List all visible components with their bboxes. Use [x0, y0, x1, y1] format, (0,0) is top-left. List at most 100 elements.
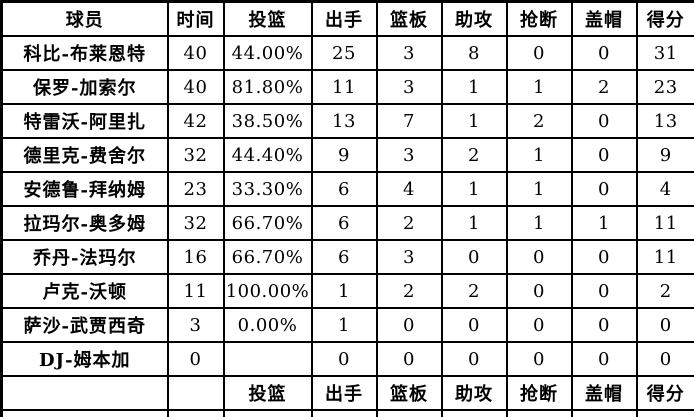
stat-blocks: 0	[570, 35, 638, 71]
stat-steals: 1	[505, 171, 573, 207]
header-rebounds: 篮板	[375, 0, 443, 37]
stat-fg-pct: 66.70%	[222, 239, 313, 275]
stat-assists: 2	[440, 137, 508, 173]
total-points: 104	[635, 409, 694, 417]
stat-minutes: 40	[166, 35, 225, 71]
stat-fg-pct: 44.40%	[222, 137, 313, 173]
stat-blocks: 0	[570, 137, 638, 173]
header-blocks: 盖帽	[570, 0, 638, 37]
stat-steals: 2	[505, 103, 573, 139]
stat-assists: 1	[440, 103, 508, 139]
stat-steals: 0	[505, 239, 573, 275]
table-row: DJ-姆本加 0 0 0 0 0 0 0	[0, 341, 694, 377]
footer-label-steals: 抢断	[505, 375, 573, 411]
header-fg-pct: 投篮	[222, 0, 313, 37]
stat-fg-pct: 44.00%	[222, 35, 313, 71]
stat-rebounds: 2	[375, 205, 443, 241]
stat-points: 11	[635, 205, 694, 241]
stat-fg-pct: 38.50%	[222, 103, 313, 139]
table-row: 科比-布莱恩特 40 44.00% 25 3 8 0 0 31	[0, 35, 694, 71]
stat-minutes: 32	[166, 137, 225, 173]
header-points: 得分	[635, 0, 694, 37]
header-steals: 抢断	[505, 0, 573, 37]
stat-rebounds: 7	[375, 103, 443, 139]
stat-points: 23	[635, 69, 694, 105]
stat-assists: 1	[440, 171, 508, 207]
total-assists: 16	[440, 409, 508, 417]
stat-steals: 0	[505, 307, 573, 343]
table-row: 乔丹-法玛尔 16 66.70% 6 3 0 0 0 11	[0, 239, 694, 275]
total-steals: 6	[505, 409, 573, 417]
header-player: 球员	[0, 0, 169, 37]
stat-rebounds: 2	[375, 273, 443, 309]
player-name: DJ-姆本加	[0, 341, 169, 377]
player-name: 乔丹-法玛尔	[0, 239, 169, 275]
stat-fga: 11	[310, 69, 378, 105]
stat-steals: 1	[505, 137, 573, 173]
stat-points: 0	[635, 341, 694, 377]
stat-fg-pct: 100.00%	[222, 273, 313, 309]
stat-fga: 0	[310, 341, 378, 377]
stat-points: 0	[635, 307, 694, 343]
footer-label-points: 得分	[635, 375, 694, 411]
footer-label-fga: 出手	[310, 375, 378, 411]
stat-minutes: 16	[166, 239, 225, 275]
stat-fg-pct: 81.80%	[222, 69, 313, 105]
stat-points: 4	[635, 171, 694, 207]
stat-points: 13	[635, 103, 694, 139]
stat-fga: 1	[310, 273, 378, 309]
footer-label-assists: 助攻	[440, 375, 508, 411]
footer-label-rebounds: 篮板	[375, 375, 443, 411]
stat-fga: 9	[310, 137, 378, 173]
player-name: 拉玛尔-奥多姆	[0, 205, 169, 241]
total-blocks: 3	[570, 409, 638, 417]
stat-fg-pct: 33.30%	[222, 171, 313, 207]
stat-rebounds: 3	[375, 239, 443, 275]
stat-rebounds: 4	[375, 171, 443, 207]
stat-assists: 8	[440, 35, 508, 71]
total-fg-pct: 51.30%	[222, 409, 313, 417]
totals-blank-cell	[166, 409, 225, 417]
stat-points: 11	[635, 239, 694, 275]
stat-fga: 1	[310, 307, 378, 343]
player-name: 科比-布莱恩特	[0, 35, 169, 71]
stat-rebounds: 3	[375, 35, 443, 71]
stat-assists: 0	[440, 239, 508, 275]
stat-fga: 13	[310, 103, 378, 139]
table-row: 萨沙-武贾西奇 3 0.00% 1 0 0 0 0 0	[0, 307, 694, 343]
stat-minutes: 3	[166, 307, 225, 343]
stat-assists: 1	[440, 69, 508, 105]
stat-fga: 25	[310, 35, 378, 71]
stat-minutes: 11	[166, 273, 225, 309]
totals-blank-cell	[0, 409, 169, 417]
stat-fga: 6	[310, 205, 378, 241]
stat-assists: 2	[440, 273, 508, 309]
player-name: 萨沙-武贾西奇	[0, 307, 169, 343]
footer-blank-cell	[166, 375, 225, 411]
stat-blocks: 0	[570, 341, 638, 377]
header-minutes: 时间	[166, 0, 225, 37]
stat-blocks: 0	[570, 103, 638, 139]
stat-minutes: 42	[166, 103, 225, 139]
stat-points: 2	[635, 273, 694, 309]
stat-rebounds: 3	[375, 69, 443, 105]
stat-blocks: 0	[570, 239, 638, 275]
table-row: 德里克-费舍尔 32 44.40% 9 3 2 1 0 9	[0, 137, 694, 173]
stat-blocks: 0	[570, 171, 638, 207]
footer-header-row: 投篮 出手 篮板 助攻 抢断 盖帽 得分	[0, 375, 694, 411]
table-row: 特雷沃-阿里扎 42 38.50% 13 7 1 2 0 13	[0, 103, 694, 139]
stat-minutes: 32	[166, 205, 225, 241]
stat-steals: 1	[505, 205, 573, 241]
stat-minutes: 40	[166, 69, 225, 105]
stat-steals: 1	[505, 69, 573, 105]
stat-rebounds: 0	[375, 307, 443, 343]
player-name: 卢克-沃顿	[0, 273, 169, 309]
stat-fg-pct: 0.00%	[222, 307, 313, 343]
player-name: 特雷沃-阿里扎	[0, 103, 169, 139]
header-assists: 助攻	[440, 0, 508, 37]
stat-minutes: 23	[166, 171, 225, 207]
stat-points: 9	[635, 137, 694, 173]
header-fga: 出手	[310, 0, 378, 37]
stat-assists: 0	[440, 307, 508, 343]
